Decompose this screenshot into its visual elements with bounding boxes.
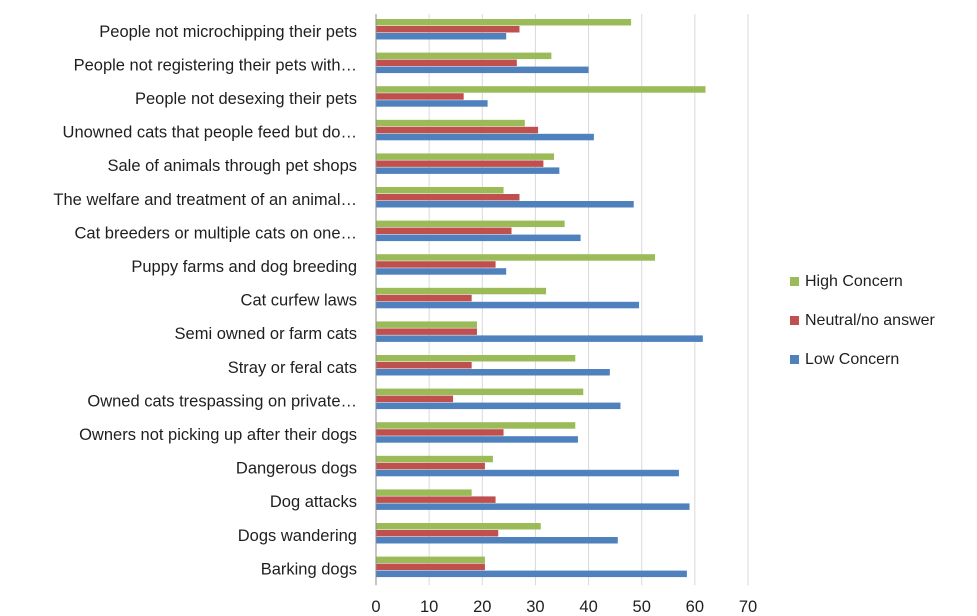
bar-high-concern-stray-or-feral-cats	[376, 355, 576, 362]
category-label-the-welfare-and-treatment-of-an-animal: The welfare and treatment of an animal…	[53, 191, 357, 209]
bar-low-concern-semi-owned-or-farm-cats	[376, 335, 703, 342]
bar-low-concern-puppy-farms-and-dog-breeding	[376, 268, 507, 275]
bar-high-concern-cat-curfew-laws	[376, 287, 547, 295]
x-tick-label-50: 50	[633, 598, 651, 616]
category-label-people-not-desexing-their-pets: People not desexing their pets	[135, 90, 357, 108]
x-tick-label-20: 20	[473, 598, 491, 616]
bar-neutral-no-answer-semi-owned-or-farm-cats	[376, 328, 477, 335]
bar-low-concern-cat-breeders-or-multiple-cats-on-one	[376, 234, 581, 242]
bar-neutral-no-answer-people-not-microchipping-their-pets	[376, 26, 520, 33]
bar-neutral-no-answer-barking-dogs	[376, 563, 485, 571]
bar-neutral-no-answer-unowned-cats-that-people-feed-but-do	[376, 126, 539, 134]
category-label-owners-not-picking-up-after-their-dogs: Owners not picking up after their dogs	[79, 426, 357, 444]
bar-neutral-no-answer-cat-breeders-or-multiple-cats-on-one	[376, 227, 512, 235]
bar-high-concern-people-not-registering-their-pets-with	[376, 52, 552, 60]
bar-low-concern-dog-attacks	[376, 503, 690, 510]
bar-low-concern-owned-cats-trespassing-on-private	[376, 402, 621, 410]
category-label-cat-curfew-laws: Cat curfew laws	[241, 292, 357, 310]
bar-high-concern-unowned-cats-that-people-feed-but-do	[376, 119, 525, 127]
x-axis-tick-labels: 0 10 20 30 40 50 60 70	[371, 598, 757, 616]
bar-low-concern-people-not-microchipping-their-pets	[376, 33, 507, 40]
bar-neutral-no-answer-sale-of-animals-through-pet-shops	[376, 160, 544, 167]
bar-low-concern-people-not-registering-their-pets-with	[376, 66, 589, 74]
bar-neutral-no-answer-puppy-farms-and-dog-breeding	[376, 261, 496, 268]
category-label-dogs-wandering: Dogs wandering	[238, 527, 357, 545]
bars-group	[376, 19, 706, 578]
x-tick-label-70: 70	[739, 598, 757, 616]
bar-neutral-no-answer-dog-attacks	[376, 496, 496, 503]
x-tick-label-10: 10	[420, 598, 438, 616]
category-label-owned-cats-trespassing-on-private: Owned cats trespassing on private…	[87, 392, 357, 410]
x-tick-label-60: 60	[686, 598, 704, 616]
legend-label-neutral: Neutral/no answer	[805, 311, 935, 329]
bar-neutral-no-answer-stray-or-feral-cats	[376, 362, 472, 369]
legend-label-low-concern: Low Concern	[805, 350, 900, 368]
legend-swatch-high-concern	[790, 277, 799, 286]
bar-low-concern-people-not-desexing-their-pets	[376, 100, 488, 107]
bar-high-concern-cat-breeders-or-multiple-cats-on-one	[376, 220, 565, 228]
bar-neutral-no-answer-the-welfare-and-treatment-of-an-animal	[376, 194, 520, 201]
category-label-people-not-registering-their-pets-with: People not registering their pets with…	[74, 56, 357, 74]
legend-item-high-concern: High Concern	[790, 262, 935, 301]
bar-neutral-no-answer-cat-curfew-laws	[376, 294, 472, 302]
category-label-people-not-microchipping-their-pets: People not microchipping their pets	[99, 23, 357, 41]
category-label-barking-dogs: Barking dogs	[261, 560, 357, 578]
bar-low-concern-cat-curfew-laws	[376, 301, 640, 309]
legend-item-low-concern: Low Concern	[790, 340, 935, 379]
bar-high-concern-dog-attacks	[376, 489, 472, 496]
category-label-cat-breeders-or-multiple-cats-on-one: Cat breeders or multiple cats on one…	[75, 224, 357, 242]
legend-swatch-neutral	[790, 316, 799, 325]
bar-high-concern-people-not-microchipping-their-pets	[376, 19, 632, 26]
bar-high-concern-semi-owned-or-farm-cats	[376, 321, 477, 328]
bar-high-concern-barking-dogs	[376, 556, 485, 564]
category-label-dog-attacks: Dog attacks	[270, 493, 357, 511]
category-label-dangerous-dogs: Dangerous dogs	[236, 460, 357, 478]
category-label-semi-owned-or-farm-cats: Semi owned or farm cats	[175, 325, 357, 343]
bar-high-concern-dogs-wandering	[376, 523, 541, 530]
bar-low-concern-unowned-cats-that-people-feed-but-do	[376, 133, 594, 141]
bar-neutral-no-answer-owned-cats-trespassing-on-private	[376, 395, 454, 403]
bar-high-concern-sale-of-animals-through-pet-shops	[376, 153, 555, 160]
bar-low-concern-owners-not-picking-up-after-their-dogs	[376, 436, 578, 443]
category-label-puppy-farms-and-dog-breeding: Puppy farms and dog breeding	[131, 258, 357, 276]
gridlines	[428, 14, 749, 586]
bar-low-concern-dogs-wandering	[376, 537, 618, 544]
bar-low-concern-dangerous-dogs	[376, 469, 679, 477]
bar-neutral-no-answer-people-not-desexing-their-pets	[376, 93, 464, 100]
category-label-unowned-cats-that-people-feed-but-do: Unowned cats that people feed but do…	[63, 124, 357, 142]
category-label-stray-or-feral-cats: Stray or feral cats	[228, 359, 357, 377]
bar-neutral-no-answer-people-not-registering-their-pets-with	[376, 59, 517, 67]
bar-high-concern-owned-cats-trespassing-on-private	[376, 388, 584, 396]
legend-item-neutral: Neutral/no answer	[790, 301, 935, 340]
bar-neutral-no-answer-owners-not-picking-up-after-their-dogs	[376, 429, 504, 436]
bar-low-concern-sale-of-animals-through-pet-shops	[376, 167, 560, 174]
bar-low-concern-barking-dogs	[376, 570, 687, 578]
bar-high-concern-the-welfare-and-treatment-of-an-animal	[376, 187, 504, 194]
category-label-sale-of-animals-through-pet-shops: Sale of animals through pet shops	[108, 157, 358, 175]
x-tick-label-40: 40	[579, 598, 597, 616]
bar-high-concern-puppy-farms-and-dog-breeding	[376, 254, 655, 261]
bar-high-concern-owners-not-picking-up-after-their-dogs	[376, 422, 576, 429]
x-tick-label-30: 30	[526, 598, 544, 616]
x-tick-label-0: 0	[371, 598, 380, 616]
bar-neutral-no-answer-dangerous-dogs	[376, 462, 485, 470]
bar-neutral-no-answer-dogs-wandering	[376, 530, 499, 537]
legend-label-high-concern: High Concern	[805, 272, 903, 290]
category-labels: People not microchipping their pets Peopl…	[53, 23, 357, 579]
bar-low-concern-stray-or-feral-cats	[376, 369, 610, 376]
legend-swatch-low-concern	[790, 355, 799, 364]
legend: High Concern Neutral/no answer Low Conce…	[790, 262, 935, 379]
bar-low-concern-the-welfare-and-treatment-of-an-animal	[376, 201, 634, 208]
bar-high-concern-dangerous-dogs	[376, 455, 493, 463]
bar-high-concern-people-not-desexing-their-pets	[376, 86, 706, 93]
